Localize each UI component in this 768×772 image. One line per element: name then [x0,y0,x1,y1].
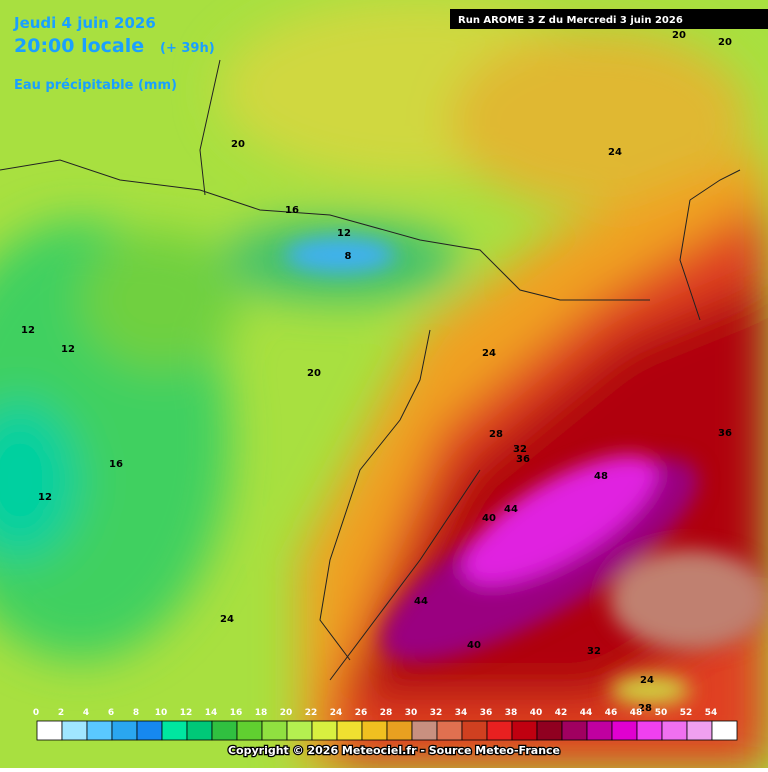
colorbar-box [536,720,563,741]
contour-label: 44 [504,504,518,515]
time: 20:00 locale [14,35,144,57]
colorbar-label: 6 [108,708,114,718]
contour-label: 36 [718,428,732,439]
colorbar-label: 16 [230,708,243,718]
colorbar-box [86,720,113,741]
run-info: Run AROME 3 Z du Mercredi 3 juin 2026 [458,15,683,26]
colorbar-box [261,720,288,741]
colorbar-label: 54 [705,708,718,718]
contour-label: 40 [467,640,481,651]
colorbar-box [136,720,163,741]
colorbar-box [361,720,388,741]
contour-label: 16 [285,205,299,216]
colorbar-label: 26 [355,708,368,718]
colorbar-label: 22 [305,708,318,718]
colorbar-label: 14 [205,708,218,718]
colorbar-label: 52 [680,708,693,718]
run-banner [450,9,768,29]
contour-label: 24 [220,614,234,625]
colorbar: 0 2 4 6 8 10 12 14 16 18 20 22 24 26 28 30 32 34 36 38 40 42 4… [33,708,738,741]
colorbar-label: 30 [405,708,418,718]
colorbar-label: 0 [33,708,39,718]
contour-label: 48 [594,471,608,482]
colorbar-box [586,720,613,741]
colorbar-box [636,720,663,741]
colorbar-box [286,720,313,741]
contour-label: 12 [21,325,35,336]
contour-label: 24 [482,348,496,359]
colorbar-label: 46 [605,708,618,718]
contour-label: 20 [672,30,686,41]
colorbar-label: 2 [58,708,64,718]
colorbar-label: 20 [280,708,293,718]
variable: Eau précipitable (mm) [14,78,177,93]
colorbar-label: 48 [630,708,643,718]
contour-label: 44 [414,596,428,607]
colorbar-label: 38 [505,708,518,718]
colorbar-label: 32 [430,708,443,718]
colorbar-box [461,720,488,741]
colorbar-box [111,720,138,741]
contour-label: 28 [638,703,652,714]
colorbar-box [561,720,588,741]
colorbar-box [236,720,263,741]
colorbar-box [336,720,363,741]
date: Jeudi 4 juin 2026 [13,14,156,32]
colorbar-label: 40 [530,708,543,718]
contour-label: 12 [38,492,52,503]
colorbar-box [411,720,438,741]
contour-label: 28 [489,429,503,440]
colorbar-label: 4 [83,708,89,718]
colorbar-box [211,720,238,741]
contour-label: 32 [587,646,601,657]
copyright: Copyright © 2026 Meteociel.fr - Source M… [228,744,560,757]
colorbar-box [611,720,638,741]
contour-label: 20 [231,139,245,150]
colorbar-box [61,720,88,741]
contour-label: 12 [337,228,351,239]
colorbar-box [186,720,213,741]
contour-label: 12 [61,344,75,355]
colorbar-box [711,720,738,741]
colorbar-box [436,720,463,741]
colorbar-label: 12 [180,708,193,718]
contour-label: 36 [516,454,530,465]
colorbar-box [386,720,413,741]
colorbar-label: 10 [155,708,168,718]
colorbar-label: 44 [580,708,593,718]
colorbar-label: 28 [380,708,393,718]
colorbar-box [161,720,188,741]
colorbar-box [686,720,713,741]
contour-label: 8 [345,251,352,262]
contour-label: 24 [608,147,622,158]
colorbar-box [486,720,513,741]
contour-label: 16 [109,459,123,470]
colorbar-label: 50 [655,708,668,718]
colorbar-label: 34 [455,708,468,718]
colorbar-box [311,720,338,741]
colorbar-label: 8 [133,708,139,718]
contour-label: 40 [482,513,496,524]
contour-label: 24 [640,675,654,686]
colorbar-label: 42 [555,708,568,718]
colorbar-box [511,720,538,741]
colorbar-label: 18 [255,708,268,718]
lead-time: (+ 39h) [160,41,215,56]
colorbar-box [661,720,688,741]
contour-label: 20 [307,368,321,379]
colorbar-label: 36 [480,708,493,718]
colorbar-box [36,720,63,741]
contour-label: 20 [718,37,732,48]
contour-label: 32 [513,444,527,455]
colorbar-label: 24 [330,708,343,718]
